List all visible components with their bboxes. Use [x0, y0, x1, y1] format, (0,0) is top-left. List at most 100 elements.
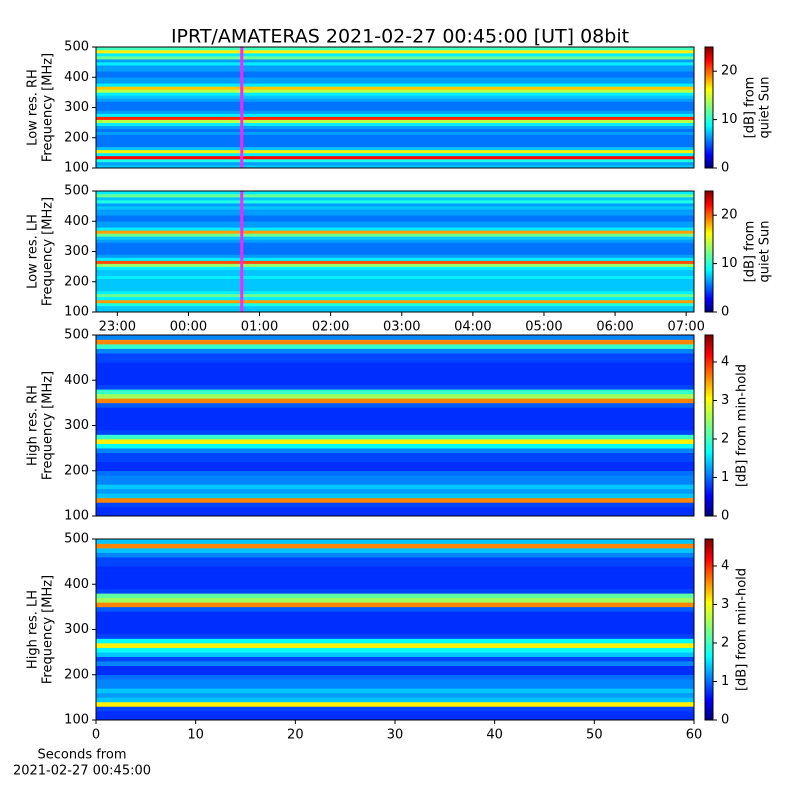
heatmap-cell [96, 71, 694, 75]
y-tick-label: 500 [64, 532, 89, 547]
heatmap-cell [96, 602, 694, 608]
heatmap-cell [96, 131, 694, 136]
colorbar [704, 190, 714, 313]
x-tick-label: 02:00 [312, 320, 349, 335]
heatmap-cell [96, 200, 694, 204]
heatmap-cell [96, 611, 694, 617]
heatmap-cell [96, 257, 694, 261]
chart-title: IPRT/AMATERAS 2021-02-27 00:45:00 [UT] 0… [171, 26, 629, 48]
heatmap-cell [96, 488, 694, 494]
heatmap-cell [96, 452, 694, 458]
heatmap-cell [96, 715, 694, 721]
heatmap-cell [96, 161, 694, 166]
x-tick-label: 60 [686, 728, 703, 743]
colorbar-tick-label: 3 [721, 393, 729, 408]
heatmap-cell [96, 128, 694, 132]
heatmap-cell [96, 206, 694, 210]
heatmap-cell [96, 194, 694, 198]
heatmap-cell [96, 548, 694, 553]
x-axis-label: 2021-02-27 00:45:00 [13, 764, 151, 779]
colorbar-tick-label: 20 [721, 64, 738, 79]
x-tick-label: 20 [287, 728, 304, 743]
y-tick-label: 100 [64, 161, 89, 176]
heatmap-cell [96, 579, 694, 585]
heatmap-cell [96, 679, 694, 685]
heatmap-cell [96, 269, 694, 273]
heatmap-cell [96, 236, 694, 240]
heatmap-cell [96, 65, 694, 69]
x-tick-label: 40 [486, 728, 503, 743]
heatmap-cell [96, 239, 694, 243]
heatmap-cell [96, 77, 694, 81]
heatmap-cell [96, 670, 694, 676]
x-tick-label: 05:00 [525, 320, 562, 335]
x-tick-label: 23:00 [99, 320, 136, 335]
heatmap-cell [96, 593, 694, 599]
colorbar-tick-label: 10 [721, 112, 738, 127]
heatmap-cell [96, 461, 694, 467]
heatmap-cell [96, 570, 694, 576]
heatmap-cell [96, 98, 694, 102]
heatmap-cell [96, 197, 694, 201]
colorbar-label: [dB] from min-hold [735, 568, 750, 691]
heatmap-cell [96, 302, 694, 307]
y-tick-label: 400 [64, 577, 89, 592]
heatmap-cell [96, 212, 694, 216]
heatmap-cell [96, 665, 694, 671]
heatmap-cell [96, 502, 694, 508]
y-tick-label: 400 [64, 214, 89, 229]
heatmap-cell [96, 143, 694, 148]
heatmap-cell [96, 353, 694, 358]
heatmap-cell [96, 152, 694, 157]
heatmap-cell [96, 588, 694, 594]
heatmap-cell [96, 688, 694, 694]
heatmap-cell [96, 552, 694, 558]
heatmap-cell [96, 638, 694, 644]
y-tick-label: 200 [64, 463, 89, 478]
heatmap-cell [96, 287, 694, 292]
heatmap-cell [96, 710, 694, 716]
heatmap-cell [96, 53, 694, 57]
heatmap-cell [96, 411, 694, 417]
heatmap-cell [96, 643, 694, 648]
heatmap-cell [96, 674, 694, 680]
heatmap-cell [96, 221, 694, 225]
heatmap-cell [96, 393, 694, 399]
heatmap-cell [96, 251, 694, 255]
heatmap-cell [96, 380, 694, 386]
colorbar-tick-label: 0 [721, 713, 729, 728]
colorbar-tick-label: 3 [721, 597, 729, 612]
colorbar-tick-label: 1 [721, 674, 729, 689]
heatmap-cell [96, 209, 694, 213]
heatmap-cell [96, 584, 694, 590]
heatmap-cell [96, 107, 694, 111]
heatmap-cell [96, 434, 694, 440]
heatmap-cell [96, 566, 694, 571]
colorbar-tick-label: 4 [721, 558, 729, 573]
heatmap-cell [96, 416, 694, 422]
heatmap-cell [96, 466, 694, 472]
heatmap-cell [96, 407, 694, 413]
colorbar-tick-label: 2 [721, 431, 729, 446]
y-axis-label: Frequency [MHz] [41, 575, 56, 684]
heatmap-cell [96, 59, 694, 63]
heatmap-cell [96, 539, 694, 544]
heatmap-cell [96, 86, 694, 90]
heatmap-cell [96, 448, 694, 453]
heatmap-cell [96, 439, 694, 444]
colorbar-label: quiet Sun [758, 76, 773, 138]
heatmap-cell [96, 575, 694, 581]
y-tick-label: 100 [64, 509, 89, 524]
x-axis-label: Seconds from [37, 748, 126, 763]
heatmap-cell [96, 122, 694, 126]
heatmap-cell [96, 263, 694, 267]
heatmap-cell [96, 384, 694, 390]
heatmap-cell [96, 230, 694, 234]
heatmap-cell [96, 606, 694, 612]
heatmap-cell [96, 293, 694, 298]
colorbar-tick-label: 1 [721, 470, 729, 485]
heatmap-cell [96, 661, 694, 666]
heatmap-cell [96, 629, 694, 635]
heatmap-cell [96, 430, 694, 435]
